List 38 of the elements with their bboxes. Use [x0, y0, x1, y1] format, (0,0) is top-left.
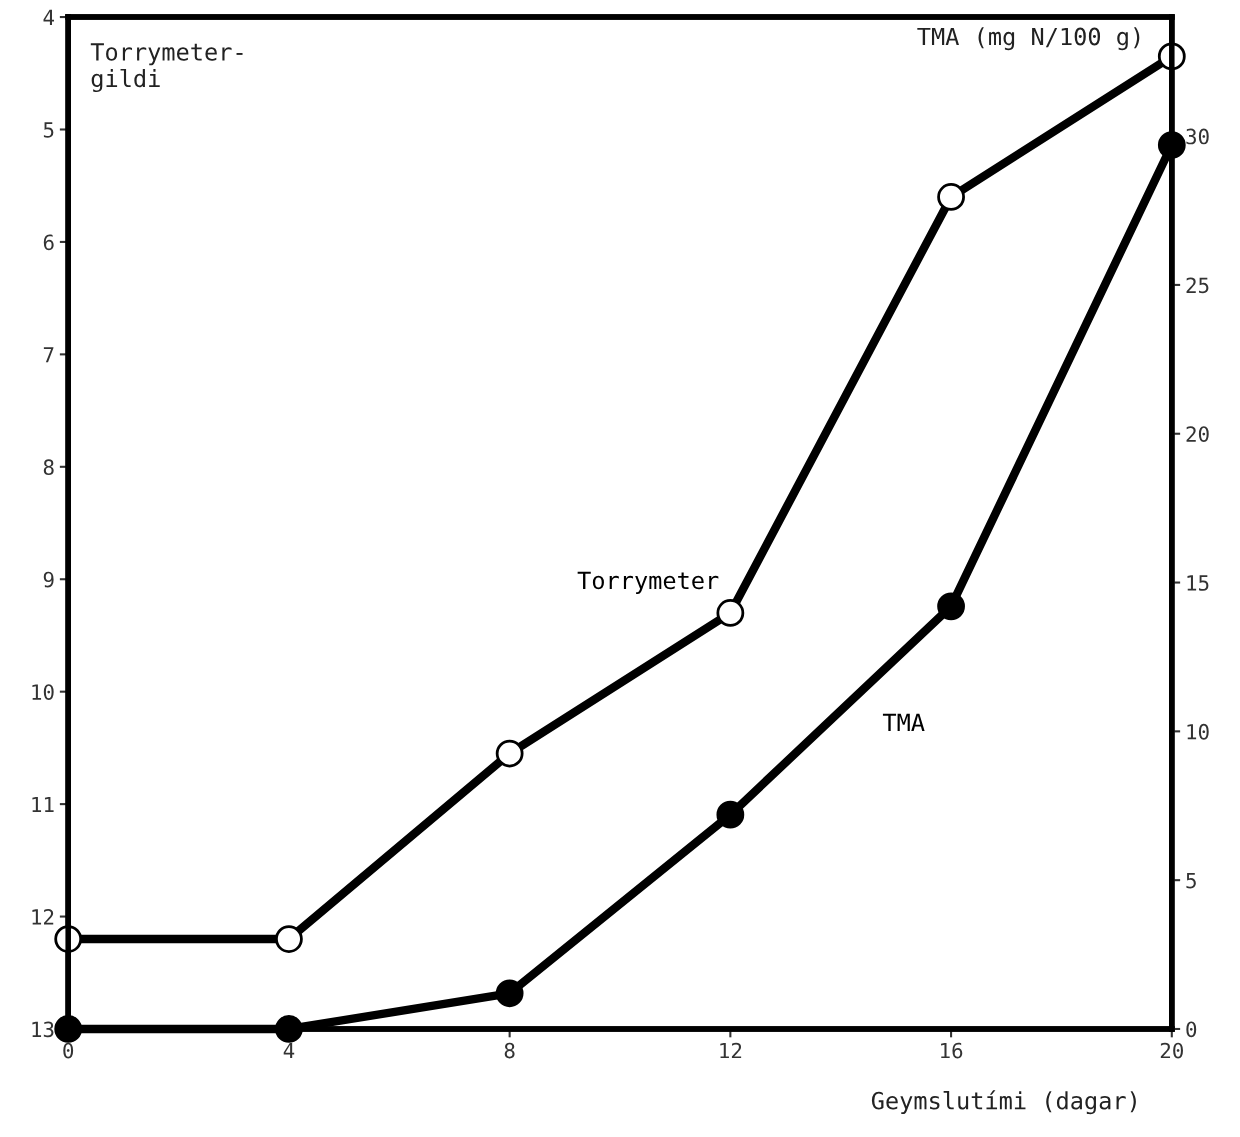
x-tick-label: 4	[283, 1042, 295, 1059]
y2-tick-label: 25	[1186, 277, 1209, 294]
point	[275, 1015, 303, 1043]
x-tick-label: 8	[504, 1042, 515, 1059]
point	[275, 925, 303, 953]
x-tick-label: 16	[941, 1042, 963, 1059]
y-tick-label: 8	[43, 459, 54, 476]
y-tick-label: 4	[43, 9, 55, 26]
point	[937, 183, 965, 211]
y-tick-label: 13	[32, 1021, 54, 1038]
point	[495, 979, 524, 1008]
x-tick-label: 20	[1160, 1042, 1183, 1059]
y2-tick-label: 30	[1186, 128, 1209, 145]
x-axis-title: Geymslutími (dagar)	[871, 1090, 1136, 1115]
series-label: Torrymeter	[577, 571, 719, 594]
point	[716, 800, 745, 829]
point	[716, 599, 745, 627]
y2-tick-label: 15	[1187, 575, 1209, 591]
series-label: TMA	[882, 713, 925, 731]
y-tick-label: 9	[43, 571, 54, 588]
point	[495, 739, 524, 768]
y2-tick-label: 10	[1187, 723, 1209, 740]
point	[54, 1015, 83, 1043]
x-tick-label: 0	[63, 1042, 74, 1059]
y-tick-label: 6	[43, 234, 54, 251]
y-tick-label: 11	[32, 796, 54, 813]
y-tick-label: 5	[43, 122, 54, 138]
y-tick-label: 7	[43, 347, 54, 363]
y2-tick-label: 5	[1186, 872, 1196, 889]
y2-axis-title: TMA (mg N/100 g)	[917, 27, 1140, 51]
y-axis-title: Torrymeter- gildi	[90, 43, 243, 93]
y2-tick-label: 0	[1186, 1021, 1197, 1038]
y2-tick-label: 20	[1186, 426, 1209, 442]
y-tick-label: 12	[32, 909, 54, 925]
point	[1157, 131, 1186, 159]
y-tick-label: 10	[32, 684, 54, 700]
x-tick-label: 12	[720, 1042, 742, 1059]
point	[937, 592, 965, 621]
